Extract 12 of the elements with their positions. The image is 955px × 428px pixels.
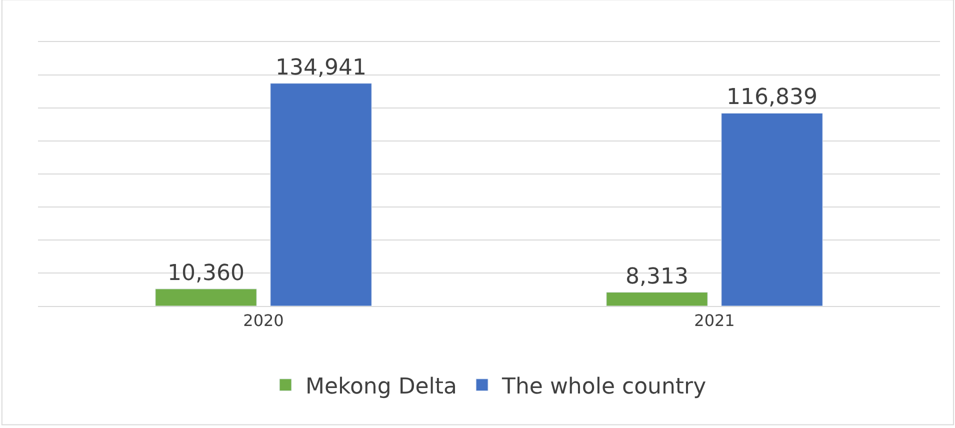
bar (721, 112, 823, 306)
legend-label: Mekong Delta (306, 374, 458, 400)
data-label: 10,360 (168, 260, 244, 286)
data-label: 116,839 (726, 85, 818, 110)
bar (270, 83, 372, 306)
x-tick-label: 2021 (694, 311, 735, 330)
bar (606, 292, 708, 306)
bar (155, 288, 257, 306)
data-label: 8,313 (626, 264, 688, 290)
legend-label: The whole country (501, 374, 706, 400)
data-label: 134,941 (276, 55, 366, 80)
x-tick-label: 2020 (243, 311, 284, 330)
